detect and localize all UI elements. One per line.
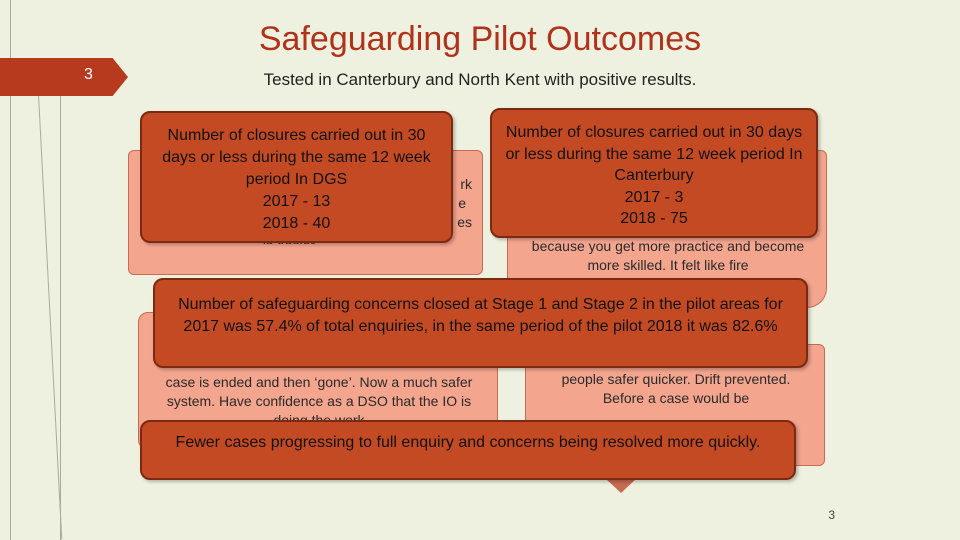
- slide-title: Safeguarding Pilot Outcomes: [258, 20, 702, 58]
- safeguarding-concerns-callout: Number of safeguarding concerns closed a…: [153, 278, 808, 368]
- slide-subtitle: Tested in Canterbury and North Kent with…: [263, 70, 697, 89]
- note-fragment: e: [458, 195, 466, 211]
- decorative-line: [38, 94, 63, 540]
- decorative-line: [60, 96, 61, 540]
- dgs-closures-callout: Number of closures carried out in 30 day…: [140, 111, 453, 243]
- slide-number-tab-label: 3: [84, 66, 93, 83]
- slide-number-tab: 3: [0, 58, 128, 96]
- note-fragment-text: because you get more practice and become…: [531, 238, 805, 273]
- note-fragment: es: [457, 214, 472, 230]
- decorative-line: [10, 0, 11, 540]
- canterbury-closures-callout: Number of closures carried out in 30 day…: [490, 108, 818, 238]
- page-number: 3: [828, 508, 835, 522]
- note-fragment: rk: [460, 176, 472, 192]
- fewer-cases-callout: Fewer cases progressing to full enquiry …: [140, 420, 796, 480]
